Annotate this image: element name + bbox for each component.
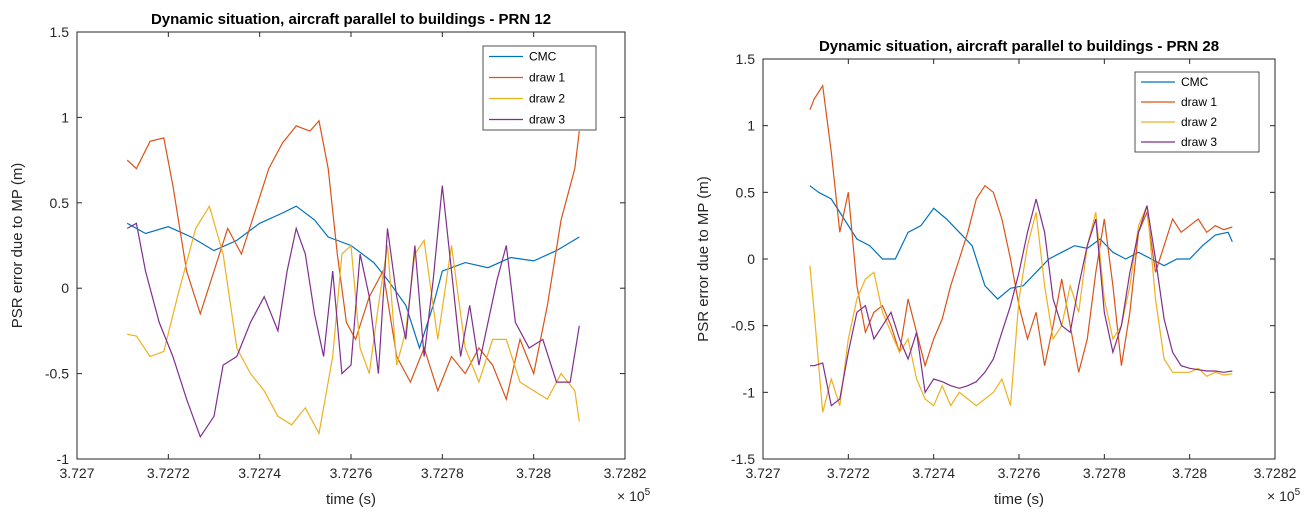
x-tick-label: 3.7276	[330, 465, 373, 481]
y-axis-label: PSR error due to MP (m)	[9, 163, 26, 329]
y-tick-label: -0.5	[731, 318, 755, 334]
y-tick-label: 0.5	[736, 184, 756, 200]
legend-label: draw 1	[529, 71, 565, 85]
y-tick-label: -1	[57, 451, 70, 467]
series-line-draw-3	[126, 185, 580, 439]
y-tick-label: 0	[61, 280, 69, 296]
chart-1: 3.727 3.7272 3.7274 3.7276 3.7278 3.728 3.7282…	[9, 11, 651, 508]
y-axis-label: PSR error due to MP (m)	[695, 176, 712, 342]
y-tick-label: 1	[61, 109, 69, 125]
x-exponent-power: 5	[1295, 487, 1301, 498]
y-tick-label: -1.5	[731, 451, 755, 467]
x-tick-label: 3.7274	[912, 465, 955, 481]
series-line-draw-3	[809, 198, 1233, 407]
chart-title: Dynamic situation, aircraft parallel to …	[151, 11, 551, 28]
series-line-cmc	[809, 185, 1233, 300]
x-tick-label: 3.727	[59, 465, 94, 481]
legend: CMC draw 1 draw 2 draw 3	[1134, 71, 1260, 153]
chart-title: Dynamic situation, aircraft parallel to …	[819, 38, 1219, 55]
x-tick-label: 3.7272	[147, 465, 190, 481]
x-tick-label: 3.727	[745, 465, 780, 481]
legend-label: draw 3	[1181, 135, 1217, 149]
x-axis-label: time (s)	[326, 491, 376, 508]
y-tick-label: 1	[747, 118, 755, 134]
x-tick-label: 3.7274	[238, 465, 281, 481]
series-line-cmc	[126, 205, 580, 350]
y-tick-label: 0.5	[50, 195, 70, 211]
y-tick-label: -0.5	[45, 366, 69, 382]
legend-label: draw 1	[1181, 95, 1217, 109]
y-tick-label: 1.5	[50, 24, 70, 40]
legend-label: CMC	[529, 50, 557, 64]
series-line-draw-2	[127, 204, 580, 436]
legend-label: draw 3	[529, 113, 565, 127]
x-exponent-base: × 10	[1267, 488, 1295, 504]
x-exponent-power: 5	[645, 487, 651, 498]
chart-2: 3.727 3.7272 3.7274 3.7276 3.7278 3.728 3.7282…	[695, 38, 1301, 508]
x-exponent-base: × 10	[617, 488, 645, 504]
y-tick-label: 0	[747, 251, 755, 267]
x-tick-label: 3.728	[1172, 465, 1207, 481]
legend-label: draw 2	[1181, 115, 1217, 129]
x-tick-label: 3.7282	[1254, 465, 1297, 481]
x-axis-label: time (s)	[994, 491, 1044, 508]
legend: CMC draw 1 draw 2 draw 3	[482, 45, 597, 131]
x-tick-label: 3.7278	[1083, 465, 1126, 481]
x-exponent-label: × 105	[1267, 487, 1301, 504]
x-tick-label: 3.7276	[998, 465, 1041, 481]
legend-box	[1134, 71, 1260, 153]
legend-label: CMC	[1181, 75, 1209, 89]
y-tick-label: 1.5	[736, 51, 756, 67]
legend-box	[482, 45, 597, 131]
x-tick-label: 3.7278	[421, 465, 464, 481]
legend-label: draw 2	[529, 92, 565, 106]
series-line-draw-1	[126, 119, 580, 402]
x-tick-label: 3.7272	[827, 465, 870, 481]
x-tick-label: 3.728	[516, 465, 551, 481]
x-exponent-label: × 105	[617, 487, 651, 504]
x-tick-label: 3.7282	[604, 465, 647, 481]
y-tick-label: -1	[743, 384, 756, 400]
series-line-draw-2	[809, 205, 1233, 413]
